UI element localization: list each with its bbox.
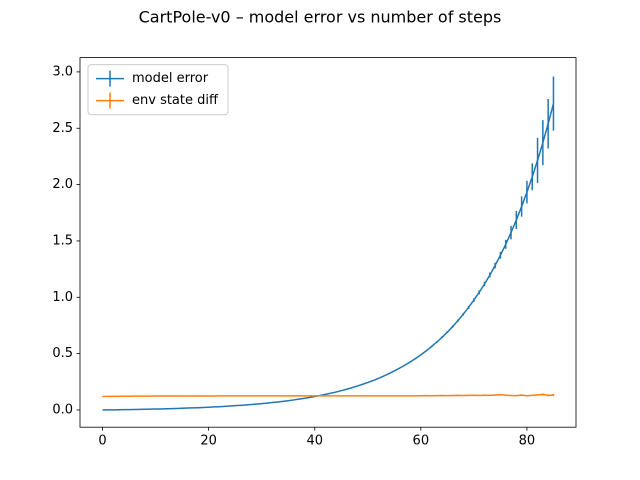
x-tick-label: 40 (306, 434, 323, 449)
y-tick-label: 0.0 (52, 402, 73, 417)
y-tick-label: 2.5 (52, 121, 73, 136)
legend-label: env state diff (132, 93, 219, 108)
x-tick-label: 20 (200, 434, 217, 449)
y-tick-label: 0.5 (52, 346, 73, 361)
x-tick-label: 0 (98, 434, 106, 449)
axes-frame (79, 57, 577, 428)
y-tick-label: 2.0 (52, 177, 73, 192)
series-line (102, 393, 554, 398)
y-tick-label: 3.0 (52, 64, 73, 79)
x-tick-label: 80 (519, 434, 536, 449)
legend-label: model error (132, 71, 209, 86)
x-tick-label: 60 (413, 434, 430, 449)
legend-box (87, 64, 229, 116)
chart-title: CartPole-v0 – model error vs number of s… (139, 8, 502, 27)
y-tick-label: 1.5 (52, 233, 73, 248)
series-line (102, 103, 555, 411)
y-tick-label: 1.0 (52, 290, 73, 305)
